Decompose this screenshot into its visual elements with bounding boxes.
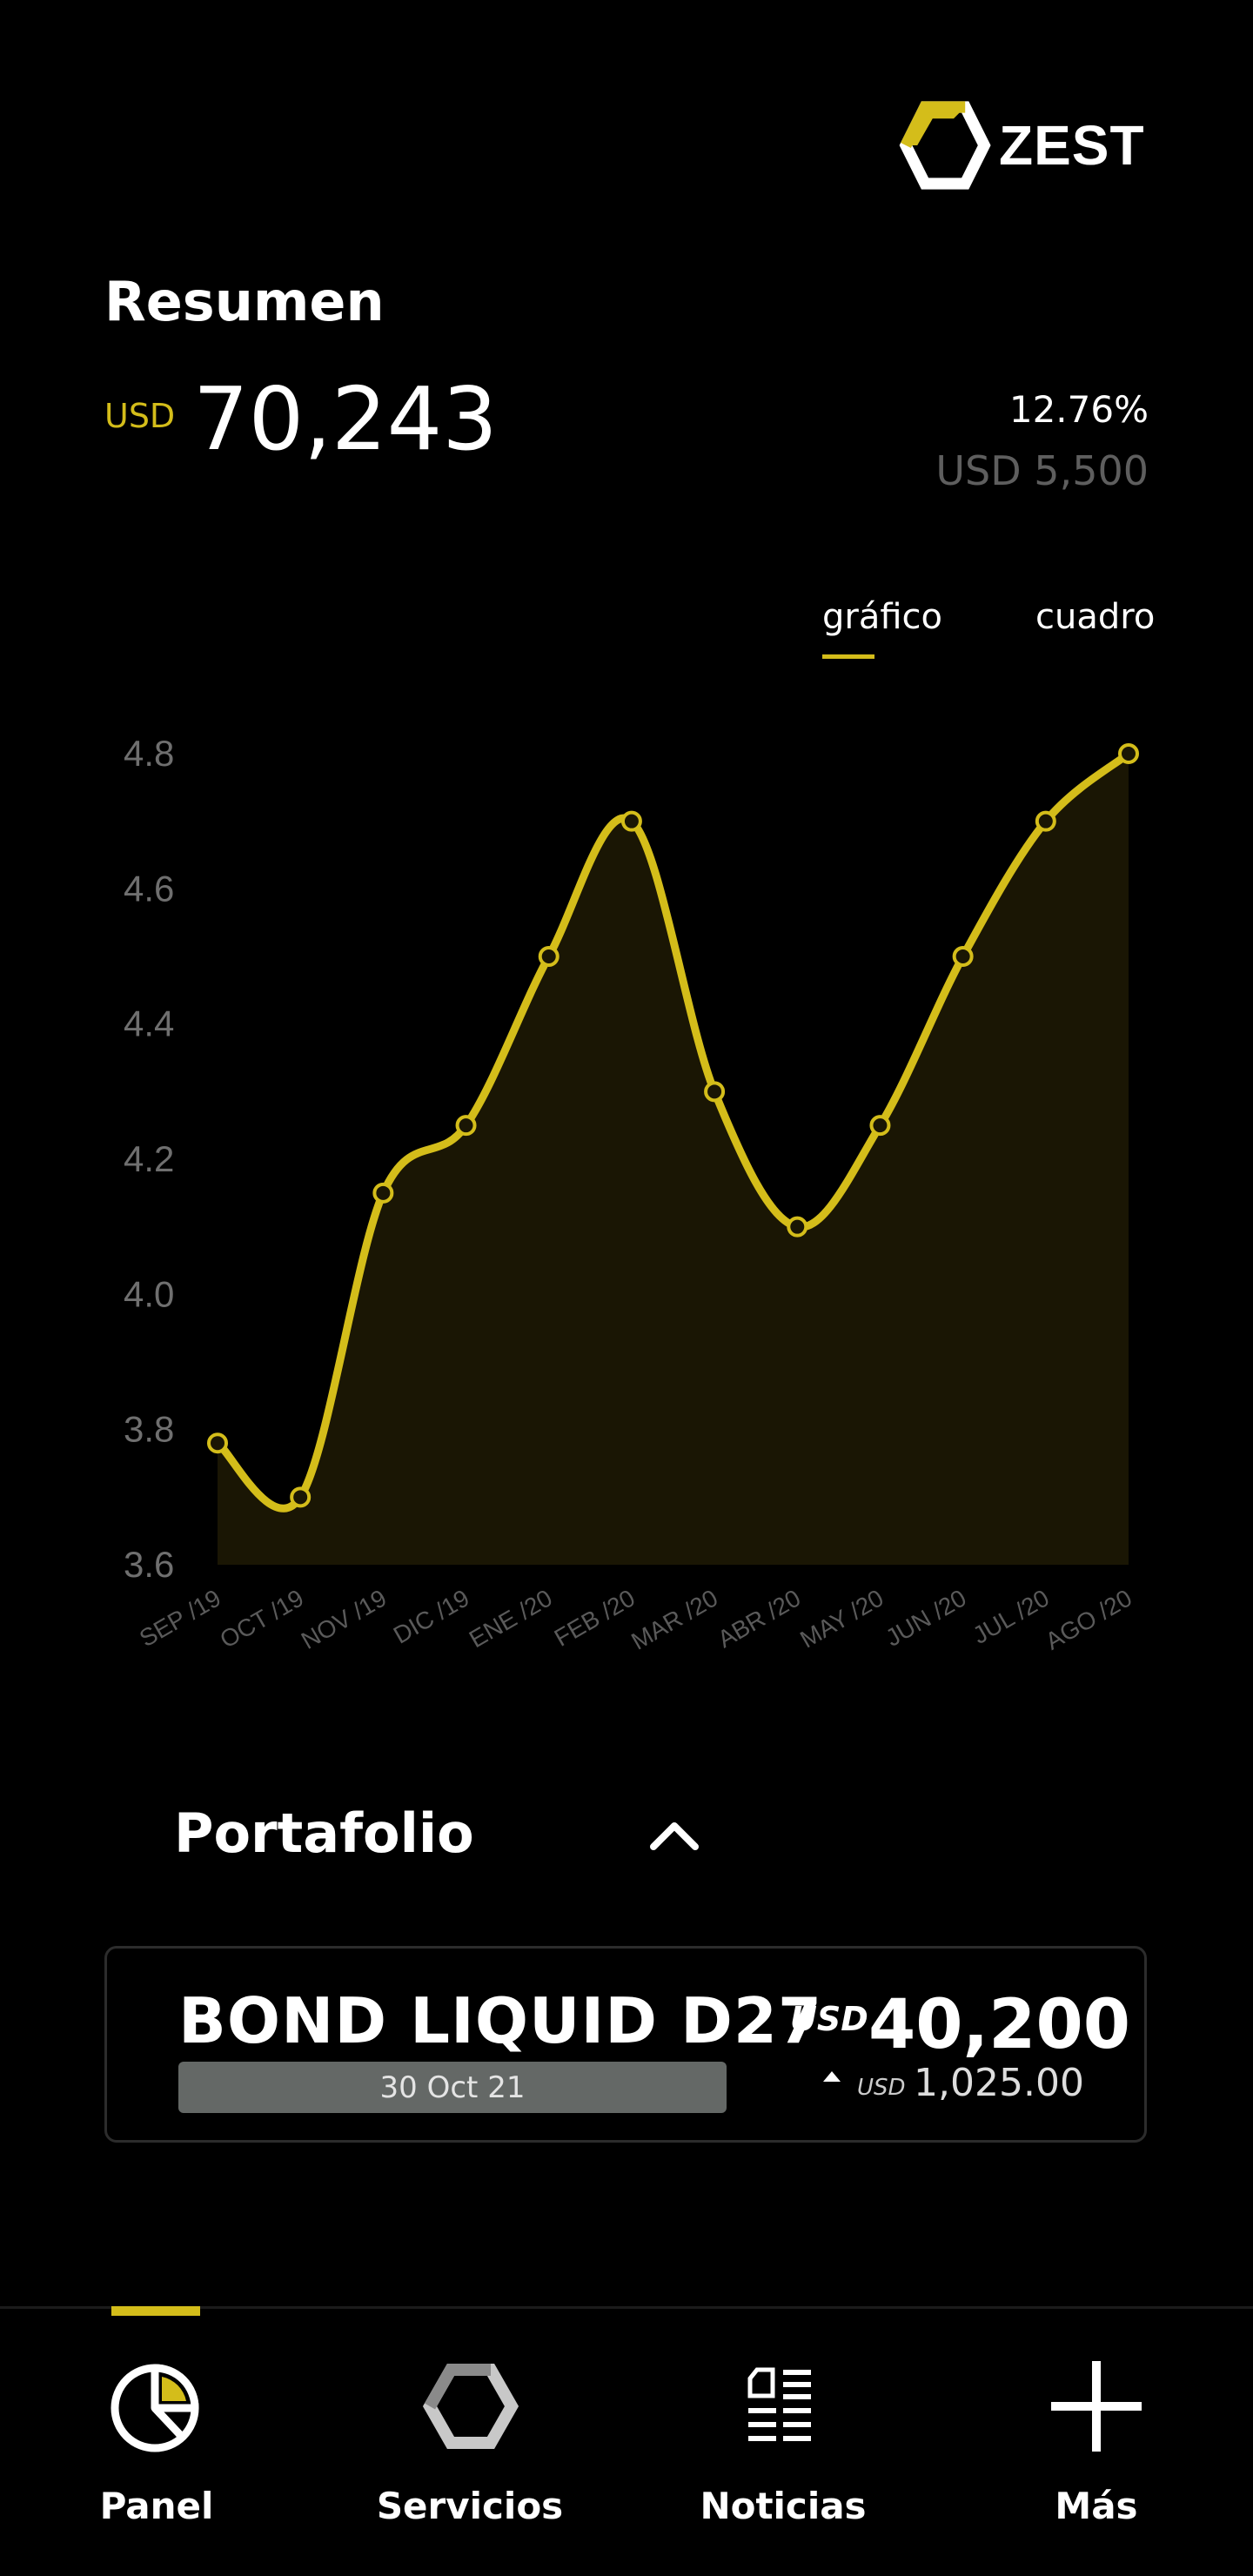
pie-chart-icon (111, 2364, 199, 2452)
data-point (704, 1081, 726, 1103)
data-point (207, 1432, 228, 1454)
x-tick-label: MAY /20 (795, 1584, 888, 1653)
brand-logo: ZEST (896, 97, 1157, 193)
page-title: Resumen (104, 270, 385, 333)
data-point (290, 1486, 312, 1508)
x-tick-label: MAR /20 (626, 1584, 722, 1654)
hexagon-logo-icon (899, 101, 991, 190)
y-tick-label: 4.0 (124, 1273, 174, 1314)
change-percent: 12.76% (1008, 388, 1149, 431)
x-tick-label: SEP /19 (135, 1584, 225, 1652)
data-point (372, 1182, 394, 1204)
nav-item-panel[interactable]: Panel (26, 2309, 287, 2570)
triangle-up-icon (823, 2071, 841, 2082)
y-tick-label: 4.8 (124, 733, 174, 774)
x-tick-label: NOV /19 (297, 1584, 392, 1654)
data-point (869, 1115, 891, 1137)
balance-value: 70,243 (193, 368, 498, 470)
bond-currency: USD (790, 2000, 868, 2038)
change-amount: USD 5,500 (935, 447, 1149, 494)
data-point (1035, 810, 1056, 832)
tab-graph[interactable]: gráfico (822, 597, 943, 637)
x-tick-label: ENE /20 (465, 1584, 557, 1653)
bottom-navigation: Panel Servicios Noticias Más (0, 2306, 1253, 2576)
data-point (1118, 743, 1139, 764)
x-tick-label: AGO /20 (1041, 1584, 1136, 1654)
chevron-up-icon[interactable] (648, 1817, 700, 1852)
nav-item-services[interactable]: Servicios (339, 2309, 600, 2570)
x-tick-label: FEB /20 (550, 1584, 640, 1651)
y-tick-label: 4.2 (124, 1138, 174, 1179)
plus-icon (1051, 2361, 1142, 2452)
x-tick-label: ABR /20 (713, 1584, 805, 1653)
y-tick-label: 3.8 (124, 1409, 174, 1450)
bond-value: 40,200 (868, 1986, 1130, 2064)
tab-table[interactable]: cuadro (1035, 597, 1156, 637)
x-tick-label: DIC /19 (389, 1584, 474, 1648)
data-point (952, 946, 974, 967)
portfolio-title: Portafolio (174, 1801, 474, 1865)
nav-label-more: Más (1055, 2485, 1138, 2527)
y-tick-label: 3.6 (124, 1544, 174, 1585)
bond-change-value: 1,025.00 (914, 2061, 1084, 2105)
data-point (787, 1216, 808, 1238)
brand-name: ZEST (999, 114, 1145, 177)
x-tick-label: JUN /20 (881, 1584, 971, 1651)
bond-change-currency: USD (857, 2075, 906, 2101)
hexagon-icon (422, 2364, 519, 2449)
data-point (538, 946, 559, 967)
nav-active-indicator (111, 2306, 200, 2316)
portfolio-item-card[interactable] (104, 1946, 1147, 2143)
series-area (218, 754, 1129, 1565)
bond-name: BOND LIQUID D27 (178, 1984, 823, 2057)
nav-item-news[interactable]: Noticias (653, 2309, 914, 2570)
nav-item-more[interactable]: Más (966, 2309, 1227, 2570)
x-tick-label: OCT /19 (215, 1584, 308, 1654)
y-tick-label: 4.4 (124, 1003, 174, 1044)
y-tick-label: 4.6 (124, 868, 174, 909)
nav-label-panel: Panel (99, 2485, 214, 2527)
x-tick-label: JUL /20 (968, 1584, 1054, 1649)
nav-label-services: Servicios (376, 2485, 564, 2527)
balance-currency: USD (104, 397, 176, 435)
bond-date-badge: 30 Oct 21 (178, 2062, 727, 2113)
data-point (620, 810, 642, 832)
news-icon (747, 2367, 811, 2441)
tab-active-indicator (822, 654, 874, 659)
data-point (455, 1115, 477, 1137)
nav-label-news: Noticias (700, 2485, 867, 2527)
